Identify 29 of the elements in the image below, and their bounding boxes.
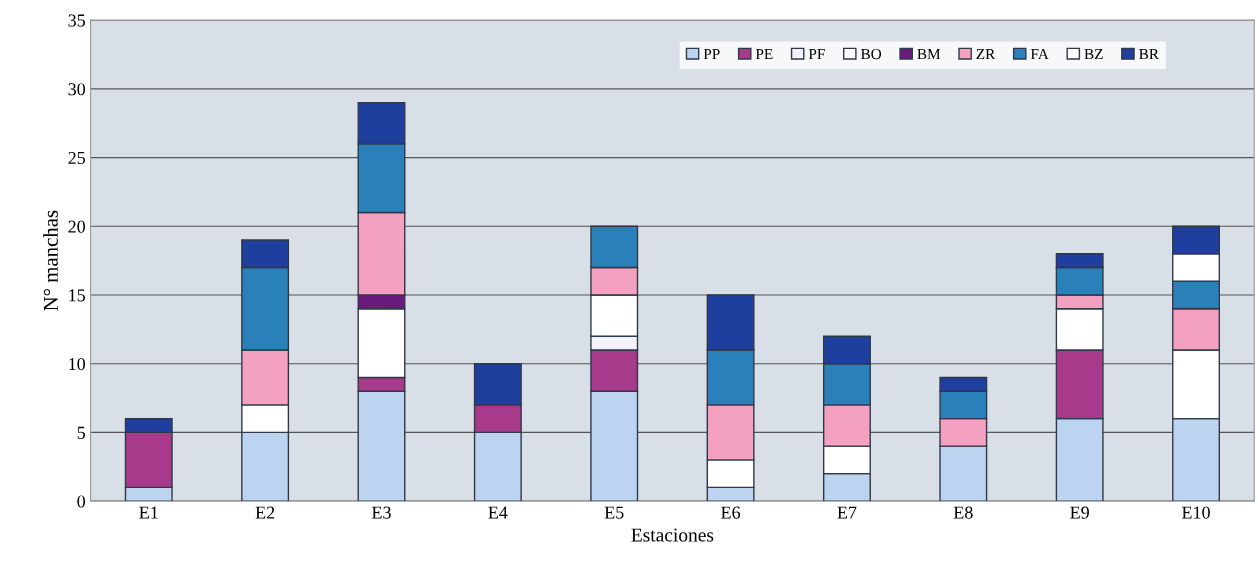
y-tick-label: 0 bbox=[77, 495, 86, 508]
y-tick-label: 35 bbox=[68, 14, 86, 27]
legend-label: ZR bbox=[976, 49, 996, 60]
x-tick-label: E5 bbox=[604, 506, 624, 519]
y-axis-title: N° manchas bbox=[43, 210, 58, 311]
legend-label: BM bbox=[917, 49, 941, 60]
y-tick-label: 30 bbox=[68, 83, 86, 96]
x-tick-label: E3 bbox=[371, 506, 391, 519]
legend-label: BO bbox=[860, 48, 882, 60]
legend-label: PF bbox=[808, 49, 825, 60]
legend-label: FA bbox=[1030, 48, 1049, 60]
x-tick-label: E1 bbox=[139, 506, 158, 519]
y-tick-label: 5 bbox=[77, 426, 86, 439]
legend-label: BZ bbox=[1084, 49, 1103, 60]
legend-label: PE bbox=[755, 49, 773, 60]
x-tick-label: E8 bbox=[953, 506, 973, 519]
x-tick-label: E9 bbox=[1070, 506, 1089, 519]
x-tick-label: E4 bbox=[488, 506, 508, 519]
x-tick-label: E10 bbox=[1182, 506, 1210, 519]
y-tick-label: 25 bbox=[68, 151, 86, 165]
y-tick-label: 10 bbox=[69, 357, 86, 371]
legend-label: BR bbox=[1139, 49, 1159, 60]
x-tick-label: E6 bbox=[721, 506, 741, 519]
x-tick-label: E2 bbox=[255, 506, 275, 519]
y-tick-label: 20 bbox=[68, 220, 86, 233]
x-axis-title: Estaciones bbox=[631, 528, 714, 542]
legend-label: PP bbox=[703, 49, 720, 60]
y-tick-label: 15 bbox=[69, 289, 86, 302]
x-tick-label: E7 bbox=[837, 506, 857, 519]
